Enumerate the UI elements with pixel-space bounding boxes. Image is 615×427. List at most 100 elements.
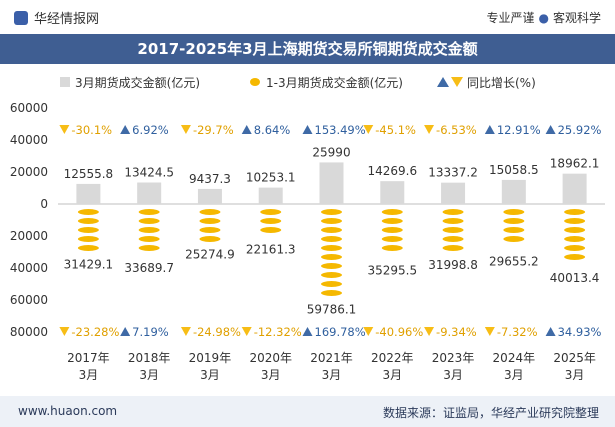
coin-mark: [320, 226, 343, 234]
coin-mark: [563, 235, 587, 243]
coin-mark: [137, 208, 161, 216]
x-tick-label-year: 2025年: [553, 351, 596, 365]
yoy-label: -23.28%: [71, 325, 119, 339]
yoy-arrow-up-icon: [241, 125, 252, 134]
coin-mark: [502, 208, 526, 216]
x-tick-label-month: 3月: [79, 368, 99, 382]
coin-value-label: 40013.4: [550, 271, 600, 285]
coin-mark: [76, 244, 100, 252]
legend-arrow-down-icon: [451, 77, 463, 87]
bar-march: [380, 181, 405, 204]
yoy-arrow-down-icon: [363, 327, 374, 336]
coin-mark: [320, 262, 343, 270]
yoy-label: -29.7%: [193, 123, 234, 137]
coin-value-label: 59786.1: [307, 303, 357, 317]
bar-march: [137, 182, 162, 204]
yoy-label: 12.91%: [497, 123, 541, 137]
yoy-arrow-up-icon: [302, 125, 313, 134]
bar-march: [319, 162, 344, 204]
coin-value-label: 22161.3: [246, 242, 296, 256]
coin-mark: [137, 217, 161, 225]
coin-mark: [563, 244, 587, 252]
coin-mark: [563, 253, 587, 261]
coin-mark: [320, 280, 343, 288]
legend-arrow-up-icon: [437, 77, 449, 87]
chart-title: 2017-2025年3月上海期货交易所铜期货成交金额: [137, 40, 478, 58]
bar-march: [441, 182, 466, 204]
coin-value-label: 29655.2: [489, 254, 539, 268]
x-tick-label-month: 3月: [382, 368, 402, 382]
bar-value-label: 18962.1: [550, 157, 600, 171]
x-tick-label-month: 3月: [322, 368, 342, 382]
yoy-arrow-up-icon: [545, 327, 556, 336]
coin-value-label: 31429.1: [64, 257, 114, 271]
coin-mark: [380, 217, 404, 225]
bar-value-label: 12555.8: [64, 167, 114, 181]
yoy-label: -45.1%: [375, 123, 416, 137]
x-tick-label-month: 3月: [504, 368, 524, 382]
tagline-right: 客观科学: [552, 11, 601, 25]
coin-mark: [198, 235, 222, 243]
x-tick-label-month: 3月: [565, 368, 585, 382]
yoy-arrow-down-icon: [180, 327, 191, 336]
bar-value-label: 9437.3: [189, 172, 231, 186]
coin-mark: [320, 217, 343, 225]
tagline: 专业严谨 ● 客观科学: [486, 9, 601, 26]
yoy-label: -24.98%: [193, 325, 241, 339]
coin-value-label: 25274.9: [185, 247, 235, 261]
bar-march: [562, 173, 587, 204]
website-link[interactable]: www.huaon.com: [18, 404, 118, 418]
legend-label-yoy: 同比增长(%): [467, 76, 536, 90]
title-bar: 2017-2025年3月上海期货交易所铜期货成交金额: [0, 34, 615, 64]
y-tick-label: 40000: [10, 261, 48, 275]
yoy-arrow-down-icon: [180, 125, 191, 134]
legend-swatch-q1: [250, 78, 260, 86]
coin-mark: [502, 226, 526, 234]
yoy-label: 6.92%: [132, 123, 169, 137]
x-tick-label-year: 2019年: [189, 351, 232, 365]
x-tick-label-month: 3月: [261, 368, 281, 382]
yoy-label: -30.1%: [71, 123, 112, 137]
yoy-arrow-up-icon: [302, 327, 313, 336]
legend-swatch-march: [60, 77, 70, 87]
x-tick-label-year: 2020年: [249, 351, 292, 365]
y-tick-label: 60000: [10, 293, 48, 307]
yoy-label: 7.19%: [132, 325, 169, 339]
yoy-arrow-down-icon: [241, 327, 252, 336]
tagline-left: 专业严谨: [486, 11, 535, 25]
yoy-label: 8.64%: [254, 123, 291, 137]
x-tick-label-month: 3月: [443, 368, 463, 382]
coin-mark: [137, 235, 161, 243]
legend-label-q1: 1-3月期货成交金额(亿元): [266, 75, 403, 90]
yoy-arrow-up-icon: [484, 125, 495, 134]
yoy-label: -40.96%: [375, 325, 423, 339]
x-tick-label-month: 3月: [200, 368, 220, 382]
coin-mark: [441, 235, 465, 243]
data-source: 数据来源：证监局，华经产业研究院整理: [382, 406, 599, 420]
brand[interactable]: 华经情报网: [14, 8, 99, 27]
coin-value-label: 33689.7: [124, 261, 174, 275]
bar-value-label: 25990: [312, 145, 350, 159]
y-tick-label: 20000: [10, 165, 48, 179]
x-tick-label-year: 2023年: [432, 351, 475, 365]
coin-mark: [320, 208, 343, 216]
yoy-label: -7.32%: [497, 325, 538, 339]
x-tick-label-year: 2022年: [371, 351, 414, 365]
x-tick-label-year: 2021年: [310, 351, 353, 365]
bar-value-label: 13337.2: [428, 166, 478, 180]
y-tick-label: 60000: [10, 101, 48, 115]
coin-mark: [259, 226, 283, 234]
bar-march: [501, 179, 526, 204]
x-tick-label-year: 2017年: [67, 351, 110, 365]
coin-mark: [137, 244, 161, 252]
coin-value-label: 35295.5: [367, 263, 417, 277]
y-tick-label: 80000: [10, 325, 48, 339]
yoy-label: -12.32%: [254, 325, 302, 339]
yoy-label: 34.93%: [558, 325, 602, 339]
coin-mark: [259, 208, 283, 216]
coin-mark: [320, 235, 343, 243]
coin-mark: [320, 289, 343, 297]
coin-mark: [259, 217, 283, 225]
